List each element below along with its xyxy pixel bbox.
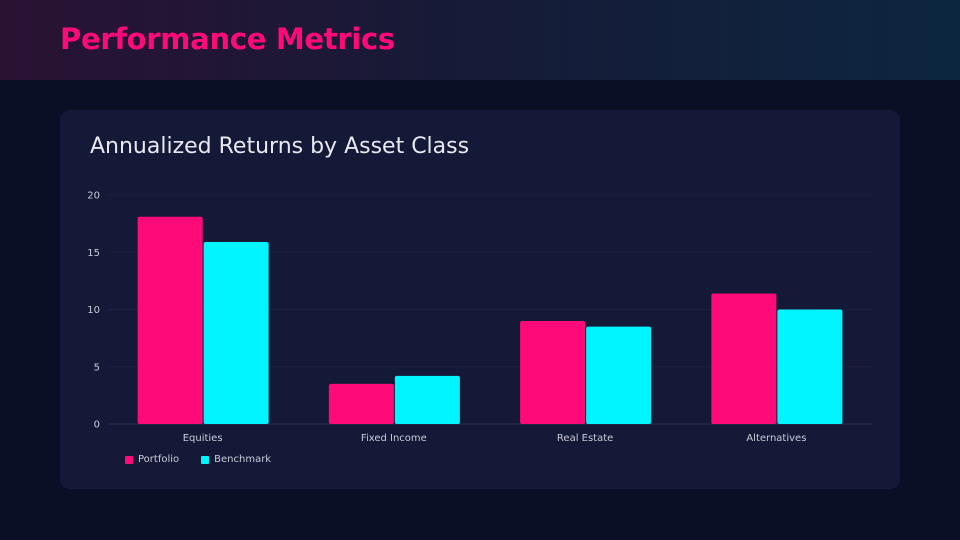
x-tick-label: Real Estate bbox=[557, 433, 613, 444]
y-tick-label: 0 bbox=[94, 420, 100, 431]
legend: Portfolio Benchmark bbox=[125, 454, 271, 465]
x-tick-label: Fixed Income bbox=[361, 433, 427, 444]
legend-item-benchmark[interactable]: Benchmark bbox=[201, 454, 271, 465]
bar-benchmark-equities bbox=[203, 241, 269, 424]
legend-item-portfolio[interactable]: Portfolio bbox=[125, 454, 179, 465]
x-tick-label: Alternatives bbox=[746, 433, 806, 444]
bar-portfolio-fixed-income bbox=[328, 383, 394, 424]
bar-portfolio-equities bbox=[137, 216, 203, 424]
chart-card: Annualized Returns by Asset Class 0 5 10 15… bbox=[60, 110, 900, 489]
y-tick-label: 10 bbox=[87, 305, 100, 316]
page-title: Performance Metrics bbox=[60, 22, 395, 56]
bar-portfolio-alternatives bbox=[711, 293, 777, 424]
x-tick-label: Equities bbox=[183, 433, 223, 444]
y-tick-label: 5 bbox=[94, 362, 100, 373]
bar-portfolio-real-estate bbox=[520, 320, 586, 424]
y-tick-label: 15 bbox=[87, 248, 100, 259]
chart-title: Annualized Returns by Asset Class bbox=[90, 134, 470, 159]
legend-label: Portfolio bbox=[138, 454, 180, 465]
bar-benchmark-alternatives bbox=[777, 309, 843, 424]
legend-swatch bbox=[125, 455, 133, 464]
bar-chart: 0 5 10 15 20 Equities Fixed Income Real Estate A… bbox=[87, 191, 872, 444]
header: Performance Metrics bbox=[0, 0, 960, 80]
bar-benchmark-fixed-income bbox=[394, 375, 460, 424]
bar-benchmark-real-estate bbox=[586, 326, 652, 424]
legend-swatch bbox=[201, 455, 210, 464]
legend-label: Benchmark bbox=[214, 454, 272, 465]
y-tick-label: 20 bbox=[87, 191, 100, 202]
